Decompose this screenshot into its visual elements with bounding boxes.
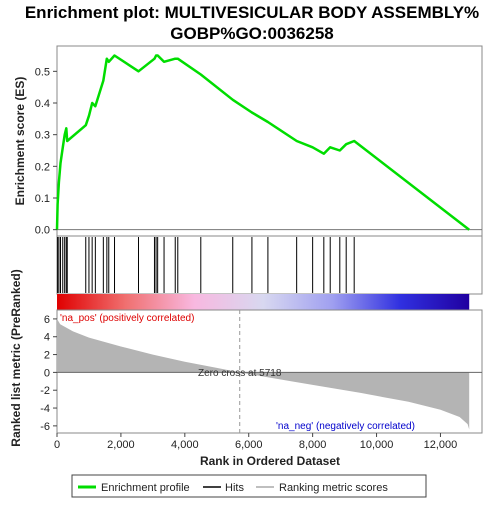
- heatmap-bar: [57, 294, 470, 310]
- es-tick-label-1: 0.1: [35, 193, 50, 205]
- x-tick-label-0: 0: [54, 439, 60, 451]
- chart-title-line1: Enrichment plot: MULTIVESICULAR BODY ASS…: [25, 3, 479, 22]
- metric-tick-label-1: 4: [44, 332, 50, 344]
- es-panel: [56, 45, 483, 237]
- es-tick-label-0: 0.0: [35, 225, 50, 237]
- es-tick-label-3: 0.3: [35, 130, 50, 142]
- x-tick-label-3: 6,000: [235, 439, 263, 451]
- x-tick-label-2: 4,000: [171, 439, 199, 451]
- es-tick-label-5: 0.5: [35, 66, 50, 78]
- x-tick-label-4: 8,000: [299, 439, 327, 451]
- legend-metric-label: Ranking metric scores: [279, 482, 388, 494]
- legend-box: [71, 474, 427, 498]
- metric-axis-title: Ranked list metric (PreRanked): [9, 269, 23, 446]
- legend-es-label: Enrichment profile: [101, 482, 190, 494]
- es-curve: [55, 54, 470, 231]
- metric-tick-label-0: 6: [44, 314, 50, 326]
- es-tick-label-2: 0.2: [35, 161, 50, 173]
- na-neg-label: 'na_neg' (negatively correlated): [276, 421, 415, 432]
- na-pos-label: 'na_pos' (positively correlated): [60, 313, 194, 324]
- zero-cross-label: Zero cross at 5718: [198, 368, 282, 379]
- legend-hits-label: Hits: [225, 482, 244, 494]
- metric-tick-label-5: -4: [40, 403, 50, 415]
- x-tick-label-5: 10,000: [360, 439, 394, 451]
- hits-panel: [56, 235, 483, 295]
- es-tick-label-4: 0.4: [35, 98, 50, 110]
- metric-tick-label-2: 2: [44, 350, 50, 362]
- metric-tick-label-6: -6: [40, 421, 50, 433]
- heatbar-fill: [57, 294, 470, 310]
- x-tick-label-6: 12,000: [424, 439, 458, 451]
- x-tick-label-1: 2,000: [107, 439, 135, 451]
- chart-title-line2: GOBP%GO:0036258: [170, 24, 333, 43]
- metric-area: [57, 318, 470, 430]
- metric-tick-label-3: 0: [44, 367, 50, 379]
- x-axis-title: Rank in Ordered Dataset: [200, 454, 340, 468]
- es-axis-title: Enrichment score (ES): [13, 77, 27, 206]
- metric-tick-label-4: -2: [40, 385, 50, 397]
